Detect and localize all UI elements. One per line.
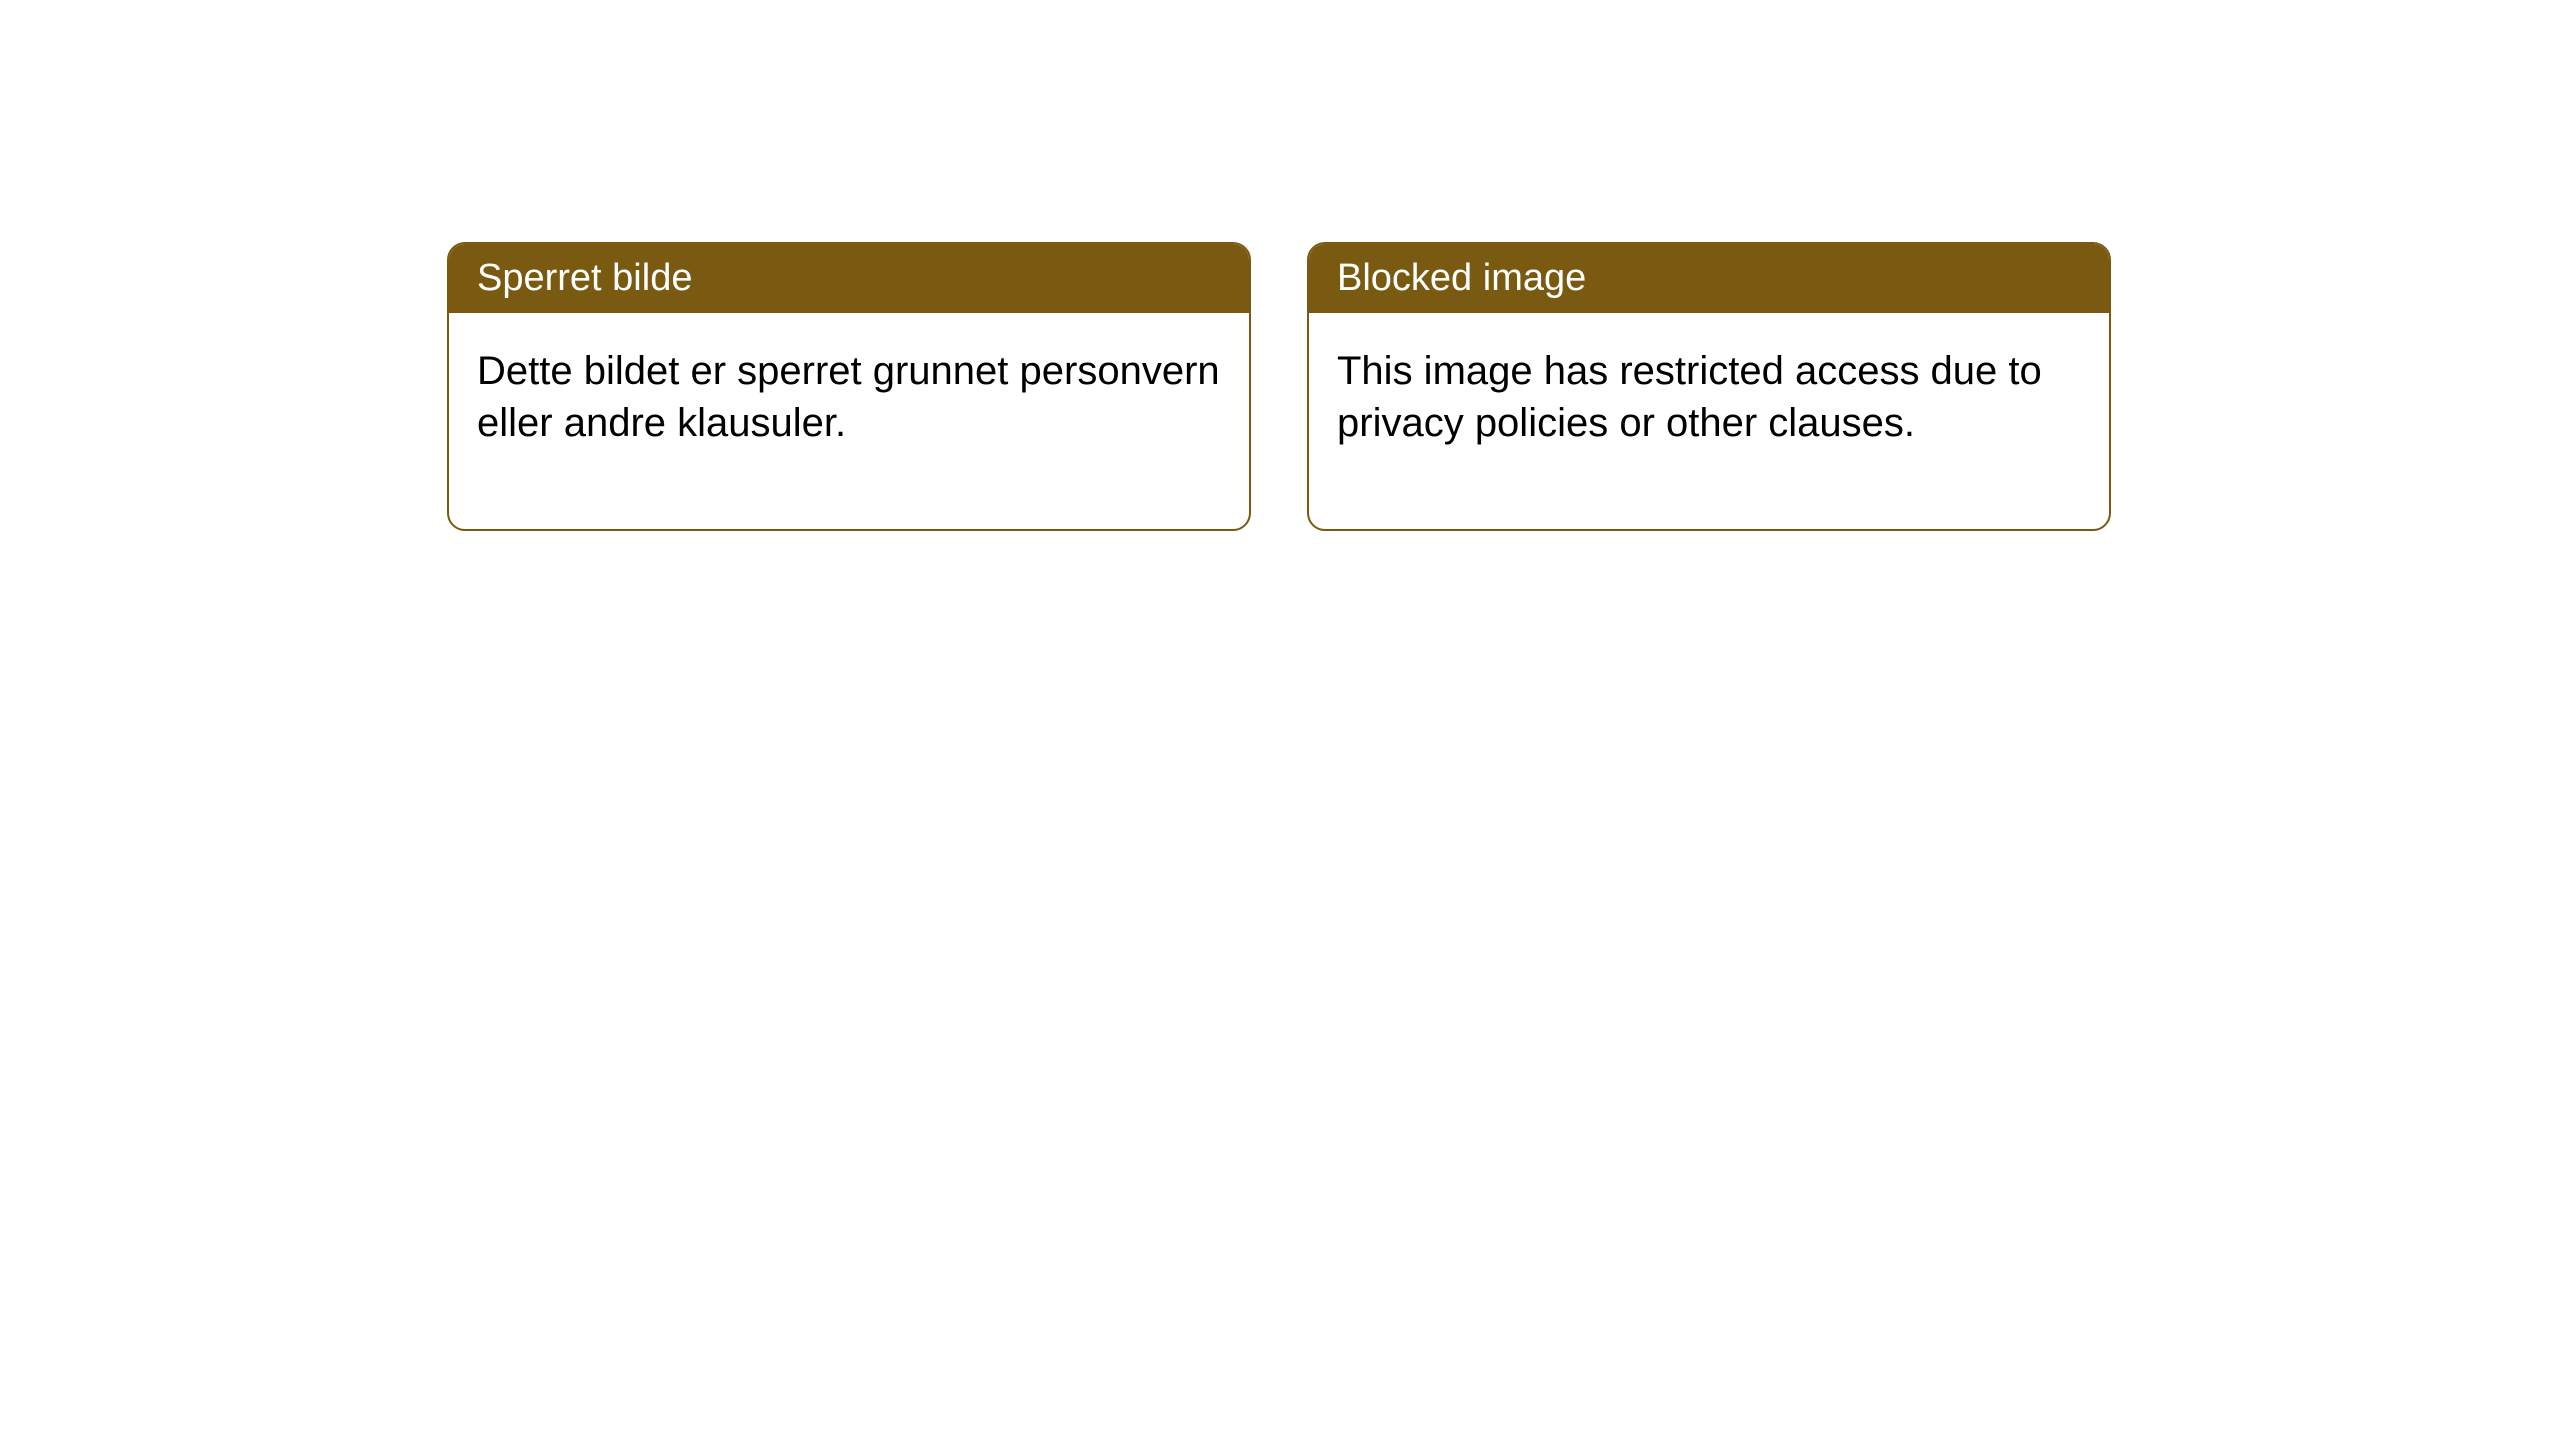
notice-cards-container: Sperret bilde Dette bildet er sperret gr… xyxy=(447,242,2111,531)
card-header: Blocked image xyxy=(1309,244,2109,313)
notice-card-english: Blocked image This image has restricted … xyxy=(1307,242,2111,531)
notice-card-norwegian: Sperret bilde Dette bildet er sperret gr… xyxy=(447,242,1251,531)
card-body: Dette bildet er sperret grunnet personve… xyxy=(449,313,1249,529)
card-header: Sperret bilde xyxy=(449,244,1249,313)
card-body: This image has restricted access due to … xyxy=(1309,313,2109,529)
